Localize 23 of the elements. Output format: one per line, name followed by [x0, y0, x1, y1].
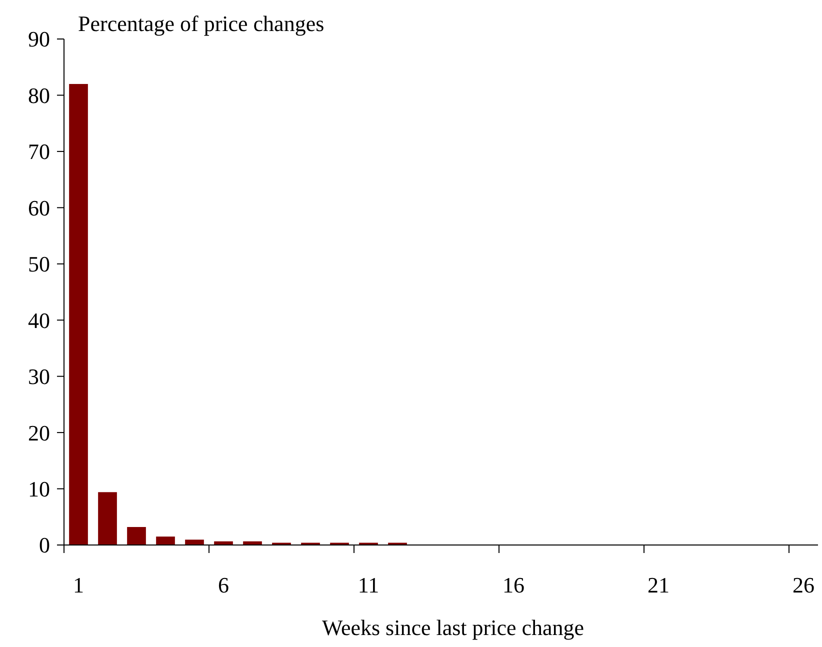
y-tick-label: 50 [28, 252, 50, 277]
y-tick-label: 40 [28, 308, 50, 333]
y-axis-title: Percentage of price changes [78, 11, 324, 36]
x-tick-label: 16 [502, 572, 524, 598]
x-tick-label: 26 [792, 572, 814, 598]
bar [69, 84, 88, 545]
y-tick-label: 20 [28, 420, 50, 446]
bar [156, 536, 175, 545]
x-tick-label: 1 [73, 572, 84, 598]
bar [185, 540, 204, 545]
x-axis-title: Weeks since last price change [322, 615, 584, 640]
bar [127, 527, 146, 545]
y-tick-label: 0 [39, 532, 50, 558]
y-tick-label: 70 [28, 139, 50, 164]
y-tick-label: 80 [28, 82, 50, 108]
y-tick-label: 30 [28, 364, 50, 390]
y-tick-label: 60 [28, 195, 50, 220]
y-tick-label: 10 [28, 476, 50, 502]
x-tick-label: 11 [358, 572, 380, 598]
bar [98, 492, 117, 545]
y-tick-label: 90 [28, 26, 50, 52]
x-tick-label: 6 [218, 572, 229, 598]
x-tick-label: 21 [648, 572, 670, 598]
